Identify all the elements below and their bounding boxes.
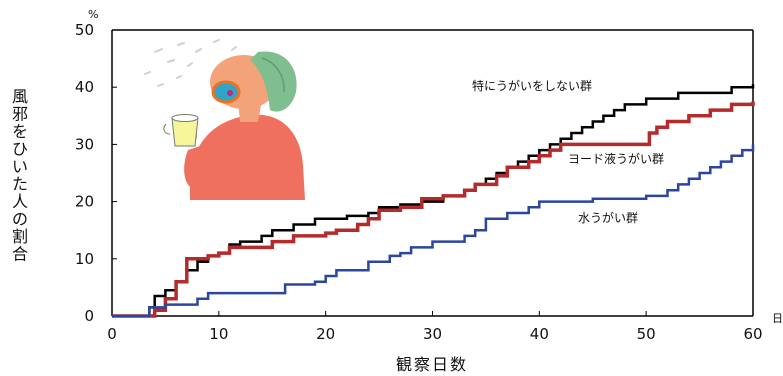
series-line-1 [112,101,755,318]
x-tick-label: 50 [637,325,656,343]
x-tick-label: 40 [530,325,549,343]
y-axis-label-text: 風邪をひいた人の割合 [12,87,28,264]
y-axis-unit: % [88,8,98,21]
x-axis-label: 観察日数 [396,355,468,374]
x-tick-label: 20 [316,325,335,343]
y-tick-label: 40 [75,78,94,96]
series-line-2 [112,144,755,318]
y-tick-label: 20 [75,193,94,211]
y-tick-label: 30 [75,135,94,153]
y-tick-label: 10 [75,250,94,268]
x-tick-label: 60 [743,325,762,343]
series-lines [112,84,755,318]
series-label-1: ヨード液うがい群 [568,151,664,166]
ticks: 0 10 20 30 40 50 60 0 10 20 30 40 50 [75,21,763,343]
y-tick-label: 0 [84,307,94,325]
person-gargling-cup-icon [144,39,305,200]
x-tick-label: 30 [423,325,442,343]
y-tick-label: 50 [75,21,94,39]
x-tick-label: 10 [209,325,228,343]
series-label-2: 水うがい群 [578,210,638,225]
series-label-0: 特にうがいをしない群 [472,78,592,93]
x-axis-unit: 日 [772,312,783,325]
x-tick-label: 0 [107,325,117,343]
y-axis-label: 風邪をひいた人の割合 [12,87,28,264]
